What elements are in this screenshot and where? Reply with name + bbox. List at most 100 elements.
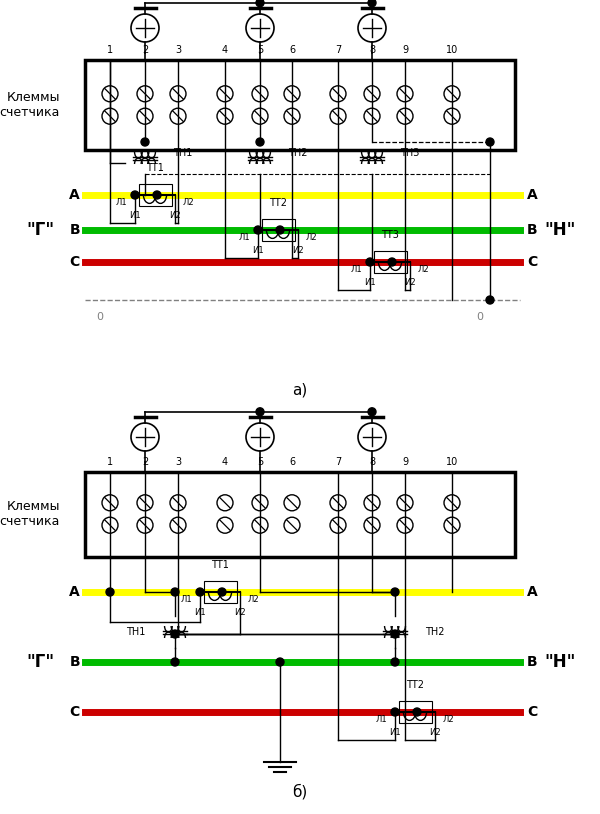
Circle shape <box>276 658 284 666</box>
Text: ТН3: ТН3 <box>400 148 419 158</box>
Text: 5: 5 <box>257 45 263 55</box>
Text: 2: 2 <box>142 457 148 467</box>
Text: 6: 6 <box>289 45 295 55</box>
Circle shape <box>256 138 264 146</box>
Text: C: C <box>70 255 80 269</box>
Circle shape <box>171 630 179 638</box>
Text: 7: 7 <box>335 457 341 467</box>
Text: ТТ1: ТТ1 <box>211 560 229 570</box>
Text: "Н": "Н" <box>544 221 575 239</box>
Bar <box>398 701 431 723</box>
Circle shape <box>254 226 262 234</box>
Text: A: A <box>69 585 80 599</box>
Bar <box>262 219 295 241</box>
Text: Л1: Л1 <box>350 265 362 274</box>
Circle shape <box>218 588 226 596</box>
Text: И2: И2 <box>429 728 440 737</box>
Text: A: A <box>527 188 538 202</box>
Text: 7: 7 <box>335 45 341 55</box>
Text: ТН2: ТН2 <box>288 148 308 158</box>
Circle shape <box>391 658 399 666</box>
Text: "Г": "Г" <box>26 653 54 671</box>
Text: B: B <box>70 223 80 237</box>
Text: Л2: Л2 <box>418 265 430 274</box>
Circle shape <box>486 296 494 304</box>
Circle shape <box>171 588 179 596</box>
Text: Л2: Л2 <box>248 595 260 604</box>
Text: Л1: Л1 <box>238 233 250 242</box>
Text: 10: 10 <box>446 457 458 467</box>
Text: A: A <box>527 585 538 599</box>
Text: A: A <box>69 188 80 202</box>
Text: C: C <box>70 705 80 719</box>
Circle shape <box>366 258 374 266</box>
Text: 0: 0 <box>97 312 104 322</box>
Bar <box>373 252 407 273</box>
Circle shape <box>153 191 161 199</box>
Circle shape <box>391 708 399 716</box>
Text: 9: 9 <box>402 45 408 55</box>
Text: И1: И1 <box>389 728 401 737</box>
Text: Клеммы
счетчика: Клеммы счетчика <box>0 91 60 119</box>
Text: 8: 8 <box>369 457 375 467</box>
Bar <box>85 472 515 557</box>
Text: б): б) <box>292 784 308 800</box>
Text: 4: 4 <box>222 45 228 55</box>
Circle shape <box>368 0 376 7</box>
Text: 9: 9 <box>402 457 408 467</box>
Bar <box>85 60 515 150</box>
Text: 1: 1 <box>107 45 113 55</box>
Text: Л1: Л1 <box>115 198 127 207</box>
Text: ТТ1: ТТ1 <box>146 163 164 173</box>
Text: И2: И2 <box>404 278 416 287</box>
Circle shape <box>171 658 179 666</box>
Circle shape <box>131 191 139 199</box>
Circle shape <box>256 0 264 7</box>
Circle shape <box>391 630 399 638</box>
Text: 2: 2 <box>142 45 148 55</box>
Text: C: C <box>527 705 537 719</box>
Text: ТТ2: ТТ2 <box>269 198 287 208</box>
Text: B: B <box>527 655 538 669</box>
Text: И1: И1 <box>364 278 376 287</box>
Text: "Г": "Г" <box>26 221 54 239</box>
Text: B: B <box>70 655 80 669</box>
Text: Л2: Л2 <box>443 715 455 724</box>
Text: И2: И2 <box>234 608 245 617</box>
Text: B: B <box>527 223 538 237</box>
Bar <box>139 184 172 206</box>
Circle shape <box>256 408 264 416</box>
Text: И2: И2 <box>292 246 304 255</box>
Text: 3: 3 <box>175 45 181 55</box>
Text: 4: 4 <box>222 457 228 467</box>
Text: И2: И2 <box>169 211 181 220</box>
Text: 10: 10 <box>446 45 458 55</box>
Text: 0: 0 <box>476 312 484 322</box>
Text: ТТ3: ТТ3 <box>381 230 399 240</box>
Circle shape <box>413 708 421 716</box>
Text: Л2: Л2 <box>183 198 194 207</box>
Circle shape <box>196 588 204 596</box>
Text: 1: 1 <box>107 457 113 467</box>
Circle shape <box>141 138 149 146</box>
Bar <box>203 581 236 603</box>
Circle shape <box>388 258 396 266</box>
Text: "Н": "Н" <box>544 653 575 671</box>
Text: И1: И1 <box>253 246 264 255</box>
Text: Л1: Л1 <box>181 595 192 604</box>
Circle shape <box>391 588 399 596</box>
Text: Л1: Л1 <box>376 715 387 724</box>
Text: И1: И1 <box>194 608 206 617</box>
Text: ТН2: ТН2 <box>425 627 445 637</box>
Text: а): а) <box>292 383 308 397</box>
Text: 8: 8 <box>369 45 375 55</box>
Text: Клеммы
счетчика: Клеммы счетчика <box>0 500 60 528</box>
Text: C: C <box>527 255 537 269</box>
Text: Л2: Л2 <box>306 233 317 242</box>
Text: 6: 6 <box>289 457 295 467</box>
Circle shape <box>368 408 376 416</box>
Circle shape <box>486 138 494 146</box>
Text: ТН1: ТН1 <box>125 627 145 637</box>
Text: 5: 5 <box>257 457 263 467</box>
Text: 3: 3 <box>175 457 181 467</box>
